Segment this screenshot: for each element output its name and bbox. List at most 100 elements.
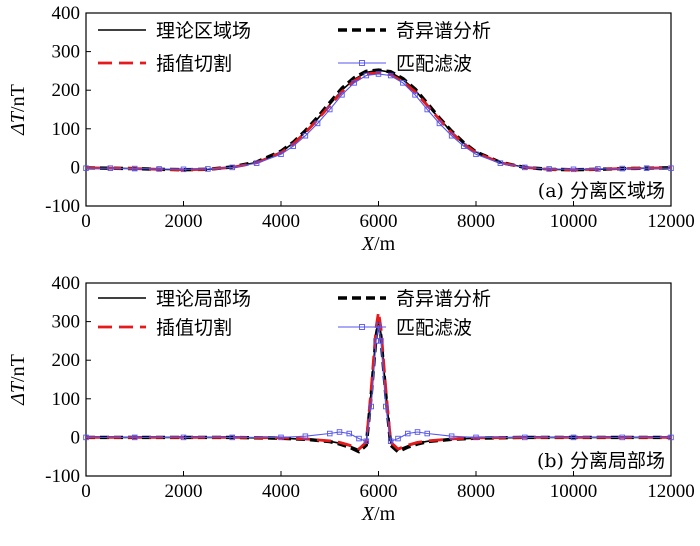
- panel-a-xtick-label-1: 2000: [165, 211, 203, 232]
- panel-b-ytick-label-3: 200: [52, 350, 81, 371]
- panel-b-series-3: [86, 324, 671, 442]
- panel-b-xtick-label-3: 6000: [360, 481, 398, 502]
- panel-a-series-3-point-22: [448, 132, 455, 139]
- panel-b-ytick-label-1: 0: [71, 427, 81, 448]
- panel-b-series-3-point-16: [387, 438, 394, 445]
- panel-a-series-3-point-11: [314, 120, 321, 127]
- panel-a-series-3-point-13: [339, 92, 345, 98]
- panel-b-ytick-label-2: 100: [52, 389, 81, 410]
- panel-a-series-3-point-31: [643, 165, 650, 171]
- panel-a-series-3-point-15: [363, 72, 370, 79]
- panel-b-ylabel-var: ΔT: [7, 380, 29, 406]
- panel-b-xtick-label-5: 10000: [550, 481, 598, 502]
- panel-a-ytick-label-1: 0: [71, 157, 81, 178]
- panel-a-series-3-point-27: [546, 166, 552, 172]
- panel-a-series-1: [85, 68, 672, 172]
- panel-a-series-3: [86, 73, 671, 170]
- panel-b-series-1: [86, 320, 671, 454]
- panel-a-legend-label-0: 理论区域场: [156, 20, 251, 42]
- panel-a-ytick-label-0: -100: [45, 196, 80, 217]
- panel-b-series-3-point-25: [619, 434, 626, 441]
- panel-b-ytick-label-5: 400: [52, 273, 81, 294]
- panel-b-series-3-point-9: [356, 435, 362, 442]
- panel-b-series-3-point-6: [327, 430, 333, 437]
- panel-a-series-3-point-30: [619, 165, 626, 172]
- panel-a-xlabel: X/m: [361, 233, 396, 255]
- panel-a-ylabel-var: ΔT: [7, 110, 29, 136]
- panel-b-series-3-point-1: [131, 434, 138, 441]
- panel-a-series-3-point-6: [229, 164, 235, 171]
- panel-b-ytick-label-4: 300: [52, 312, 81, 333]
- panel-b-series-3-point-14: [378, 338, 384, 344]
- panel-b-xtick-label-1: 2000: [165, 481, 203, 502]
- panel-a-ytick-label-5: 400: [52, 3, 81, 24]
- panel-b-frame: [85, 282, 672, 477]
- panel-a-series-3-point-16: [375, 71, 382, 77]
- panel-a-ylabel-unit: /nT: [7, 84, 29, 112]
- panel-b-series-3-point-3: [229, 434, 235, 441]
- panel-b-ylabel-unit: /nT: [7, 354, 29, 382]
- panel-a-xlabel-unit: /m: [374, 233, 396, 255]
- panel-b-xtick-label-6: 12000: [647, 481, 695, 502]
- panel-a-legend-marker-3: [359, 60, 365, 66]
- panel-b-legend-marker-3: [359, 324, 365, 330]
- panel-b-series-3-point-18: [405, 430, 411, 437]
- panel-b-series-3-point-4: [278, 434, 284, 441]
- panel-a-series-3-point-9: [290, 143, 296, 149]
- panel-a: 0 2000 4000 6000 8000 10000 12000-100010020030…: [7, 3, 695, 255]
- panel-b-xlabel: X/m: [361, 503, 396, 525]
- panel-a-series-3-point-26: [522, 164, 528, 171]
- panel-b-legend-label-1: 奇异谱分析: [396, 288, 491, 310]
- panel-b-legend-label-3: 匹配滤波: [396, 317, 472, 339]
- panel-b-series-3-point-19: [414, 429, 421, 435]
- panel-a-series-3-point-19: [412, 92, 418, 98]
- panel-a-series-3-point-7: [253, 160, 260, 166]
- panel-a-series-3-point-23: [461, 143, 467, 149]
- panel-b-series-3-point-10: [363, 438, 370, 445]
- panel-a-series-3-point-3: [156, 166, 162, 172]
- panel-b-ylabel: ΔT/nT: [7, 354, 29, 406]
- panel-b-series-3-point-11: [368, 403, 374, 410]
- panel-a-series-3-point-32: [668, 165, 674, 171]
- panel-a-xtick-label-0: 0: [81, 211, 91, 232]
- panel-a-ytick-label-3: 200: [52, 80, 81, 101]
- panel-a-series-3-point-5: [205, 166, 211, 172]
- panel-a-ylabel: ΔT/nT: [7, 84, 29, 136]
- panel-b-xtick-label-4: 8000: [457, 481, 495, 502]
- panel-b-series-3-point-22: [473, 434, 479, 441]
- panel-a-ytick-label-4: 300: [52, 42, 81, 63]
- panel-b-legend-label-2: 插值切割: [156, 317, 232, 339]
- panel-b-legend-label-0: 理论局部场: [156, 288, 251, 310]
- panel-b-series-3-point-26: [668, 434, 674, 441]
- panel-b-xlabel-unit: /m: [374, 503, 396, 525]
- panel-a-xtick-label-2: 4000: [262, 211, 300, 232]
- panel-b-series-3-point-23: [522, 434, 528, 441]
- panel-a-xtick-label-6: 12000: [647, 211, 695, 232]
- panel-b-series-3-point-7: [336, 429, 343, 435]
- panel-a-series-3-point-24: [473, 151, 479, 158]
- panel-a-series-3-point-0: [83, 165, 89, 171]
- panel-a-xtick-label-5: 10000: [550, 211, 598, 232]
- panel-a-label: (a) 分离区域场: [538, 180, 665, 202]
- panel-a-series-3-point-20: [424, 106, 431, 113]
- panel-a-series-3-point-17: [387, 72, 394, 79]
- panel-a-ytick-label-2: 100: [52, 119, 81, 140]
- panel-a-series-3-point-29: [595, 166, 601, 172]
- panel-b-xlabel-var: X: [361, 503, 375, 525]
- panel-a-series-3-point-25: [497, 160, 504, 166]
- panel-a-series-3-point-2: [131, 165, 138, 172]
- panel-a-series-0: [85, 69, 672, 171]
- panel-a-series-3-point-4: [180, 166, 187, 173]
- panel-a-legend-label-3: 匹配滤波: [396, 53, 472, 75]
- panel-a-series-3-point-12: [327, 106, 333, 113]
- panel-a-series-3-point-18: [400, 80, 406, 86]
- panel-b-series-3-point-21: [448, 433, 455, 439]
- panel-a-series-3-point-10: [302, 132, 309, 139]
- panel-a-series-3-point-28: [570, 166, 577, 173]
- panel-b-series-3-point-2: [180, 434, 187, 441]
- panel-a-series-2: [85, 71, 672, 172]
- panel-b-series-3-point-20: [424, 430, 431, 437]
- panel-b-series-3-point-0: [83, 434, 89, 441]
- panel-b-series-3-point-13: [375, 322, 382, 329]
